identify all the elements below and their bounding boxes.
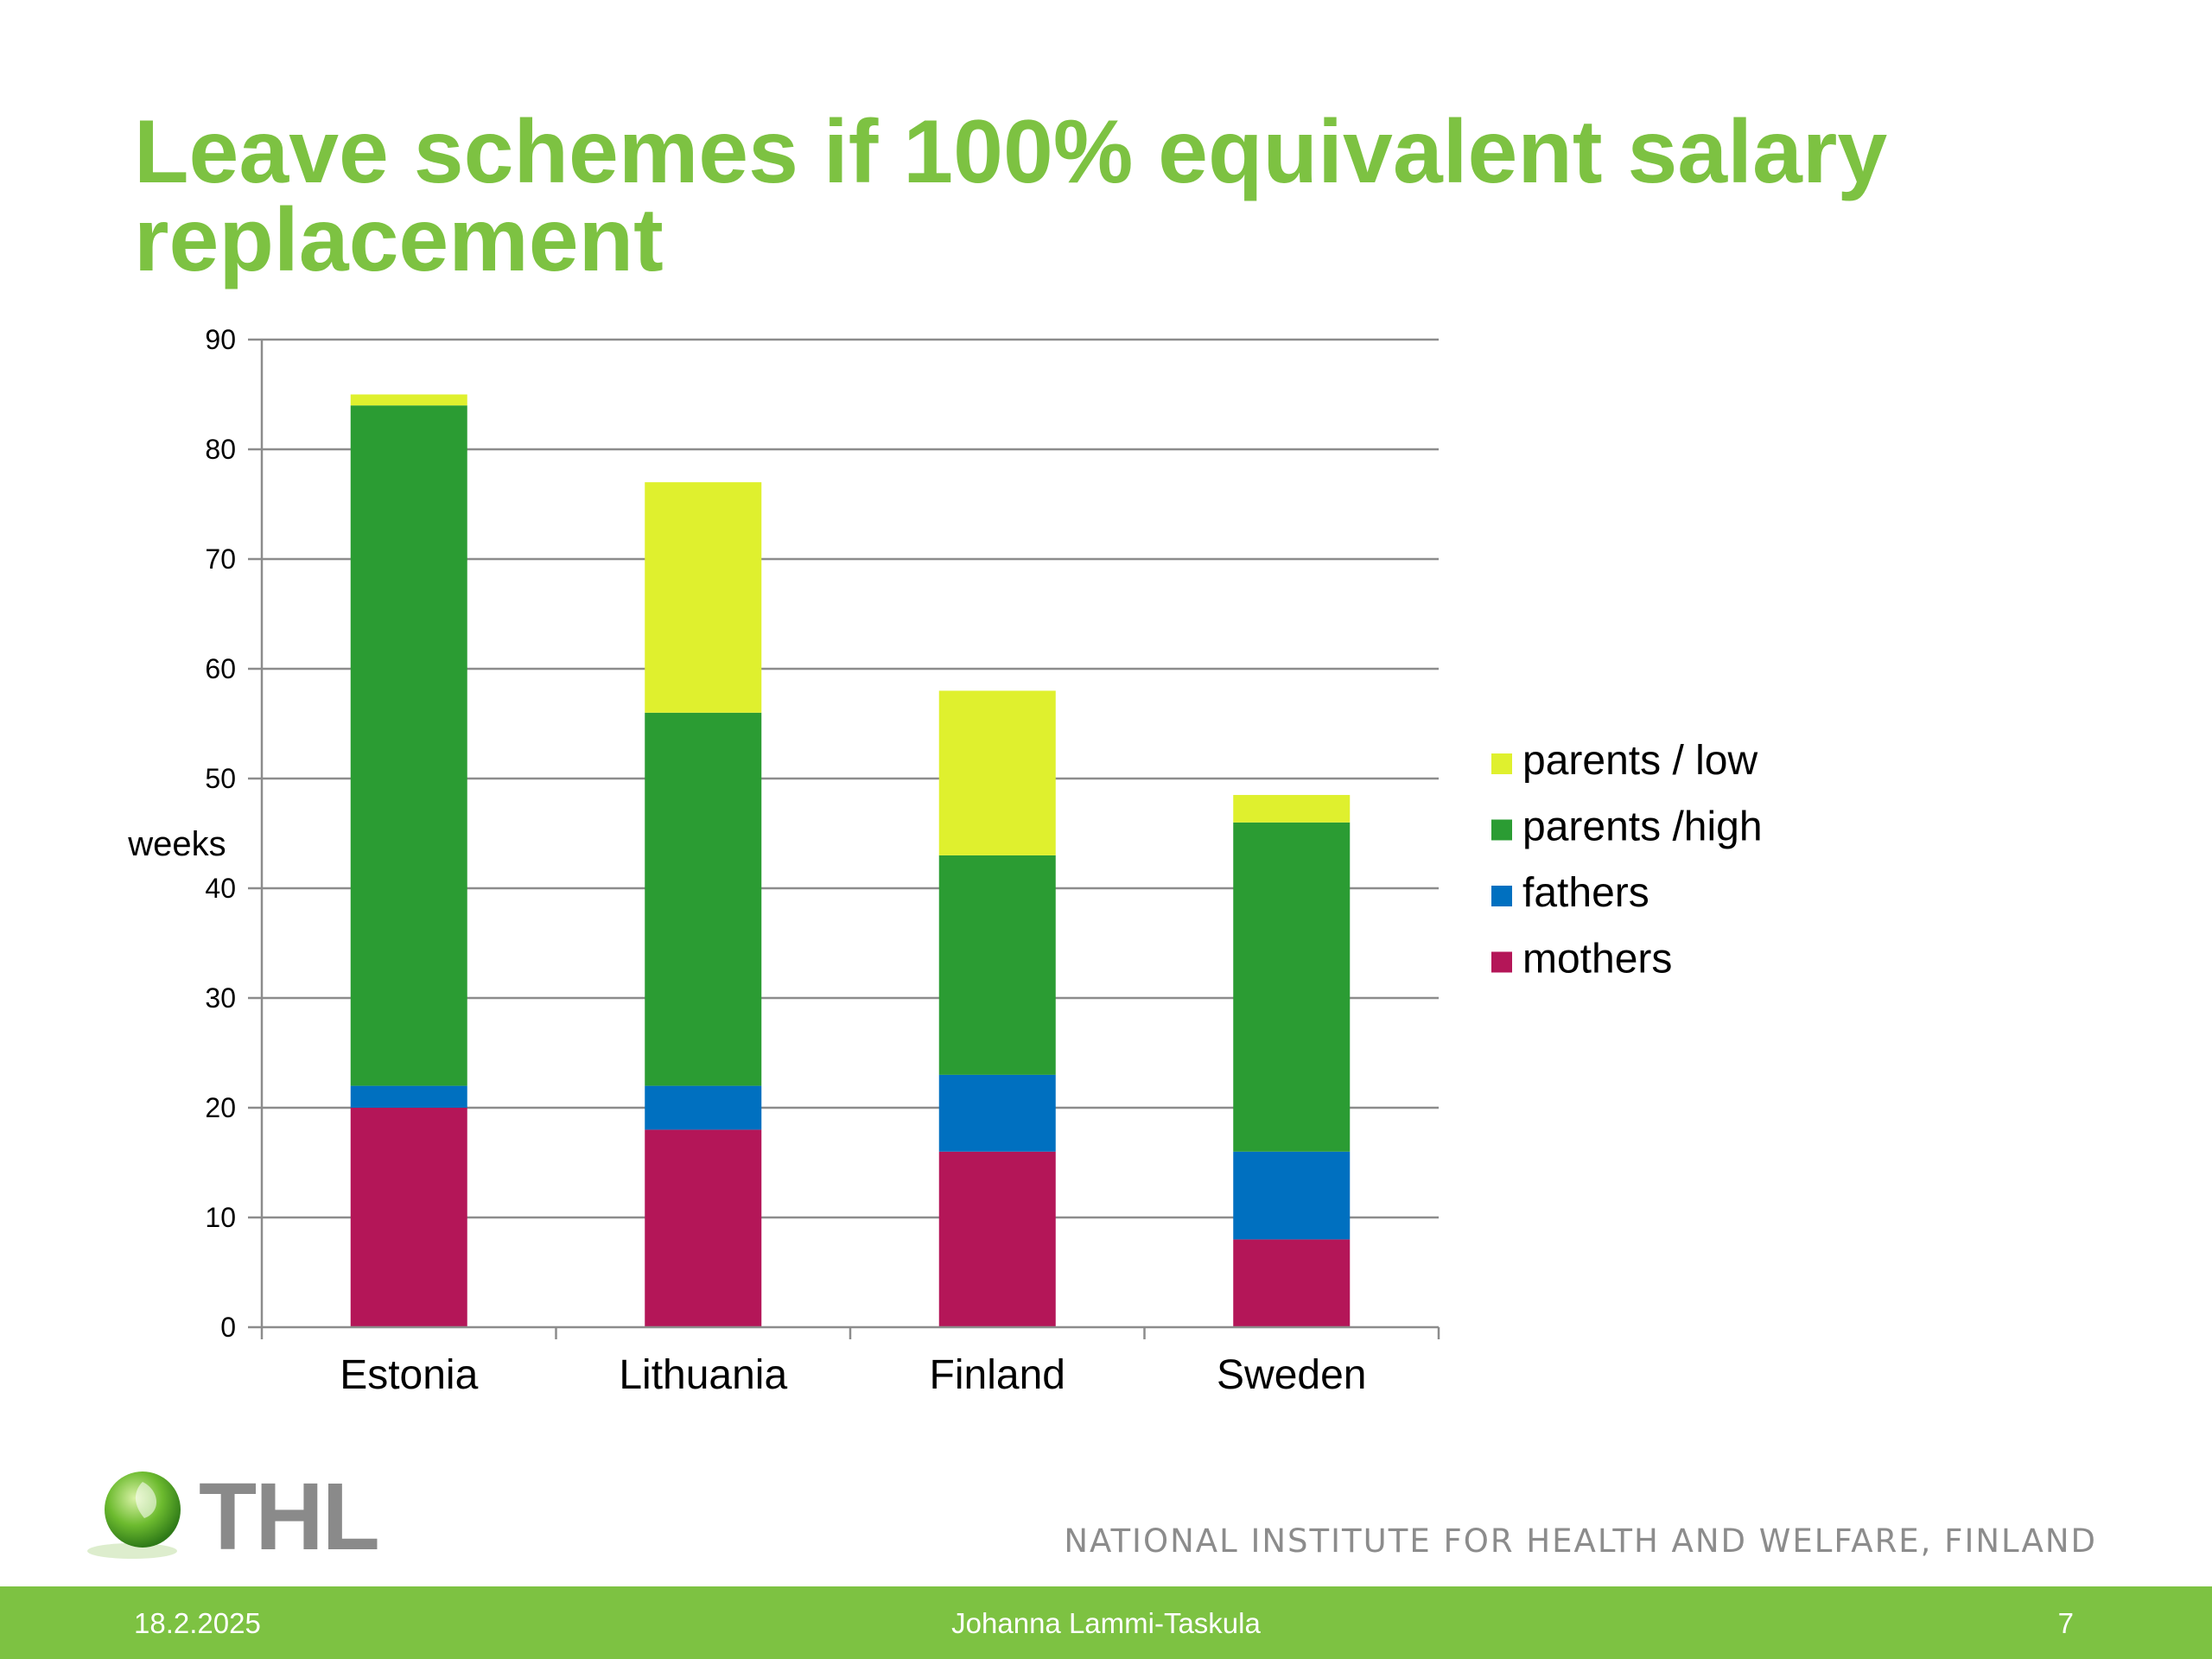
bar-segment-parents-low bbox=[938, 690, 1056, 855]
legend-swatch bbox=[1491, 951, 1512, 973]
x-tick-label: Finland bbox=[930, 1352, 1065, 1398]
legend-swatch bbox=[1491, 886, 1512, 906]
legend-label: parents / low bbox=[1522, 738, 1758, 784]
y-tick-label: 30 bbox=[205, 982, 236, 1014]
y-tick-label: 20 bbox=[205, 1092, 236, 1123]
tick-labels: 0 10 20 30 40 50 60 70 80 90 Estonia Lithuania Finla… bbox=[205, 324, 1366, 1398]
y-tick-label: 10 bbox=[205, 1202, 236, 1233]
bar-segment-parents-high bbox=[1233, 822, 1351, 1152]
bar-segment-parents-low bbox=[645, 482, 762, 713]
bar-segment-fathers bbox=[645, 1085, 762, 1130]
x-tick-label: Sweden bbox=[1217, 1352, 1366, 1398]
x-tick-label: Estonia bbox=[340, 1352, 478, 1398]
bar-segment-parents-high bbox=[938, 855, 1056, 1075]
thl-logo-icon bbox=[87, 1471, 181, 1559]
bar-segment-mothers bbox=[350, 1108, 467, 1327]
footer-bar: 18.2.2025 Johanna Lammi-Taskula 7 bbox=[0, 1586, 2212, 1659]
y-tick-label: 0 bbox=[220, 1312, 236, 1343]
legend: parents / low parents /high fathers mothers bbox=[1491, 738, 1763, 982]
bar-segment-parents-low bbox=[1233, 795, 1351, 823]
y-tick-label: 90 bbox=[205, 324, 236, 355]
y-tick-label: 40 bbox=[205, 873, 236, 904]
legend-label: parents /high bbox=[1522, 804, 1763, 850]
footer-date: 18.2.2025 bbox=[134, 1607, 261, 1639]
bar-segment-mothers bbox=[645, 1129, 762, 1327]
x-tick-label: Lithuania bbox=[619, 1352, 787, 1398]
bar-segment-mothers bbox=[938, 1151, 1056, 1327]
y-axis-label: weeks bbox=[127, 825, 226, 863]
legend-label: mothers bbox=[1522, 937, 1672, 982]
bar-segment-parents-high bbox=[350, 405, 467, 1086]
legend-swatch bbox=[1491, 819, 1512, 841]
stacked-bar-chart: 0 10 20 30 40 50 60 70 80 90 Estonia Lithuania Finla… bbox=[127, 324, 1763, 1398]
bar-segment-fathers bbox=[938, 1074, 1056, 1152]
bar-segment-fathers bbox=[350, 1085, 467, 1108]
y-tick-label: 70 bbox=[205, 543, 236, 575]
bars bbox=[350, 394, 1351, 1327]
slide-title: Leave schemes if 100% equivalent salary … bbox=[134, 102, 1888, 290]
thl-logo-text: THL bbox=[199, 1464, 380, 1570]
bar-segment-mothers bbox=[1233, 1239, 1351, 1327]
axes bbox=[248, 340, 1440, 1339]
legend-swatch bbox=[1491, 753, 1512, 774]
bar-segment-parents-low bbox=[350, 394, 467, 406]
page-number: 7 bbox=[2057, 1607, 2074, 1639]
bar-segment-fathers bbox=[1233, 1151, 1351, 1240]
y-tick-label: 80 bbox=[205, 434, 236, 465]
y-tick-label: 60 bbox=[205, 653, 236, 684]
bar-segment-parents-high bbox=[645, 712, 762, 1086]
y-tick-label: 50 bbox=[205, 763, 236, 794]
institute-name: NATIONAL INSTITUTE FOR HEALTH AND WELFAR… bbox=[1064, 1522, 2097, 1560]
footer-author: Johanna Lammi-Taskula bbox=[951, 1607, 1261, 1639]
legend-label: fathers bbox=[1522, 870, 1649, 916]
